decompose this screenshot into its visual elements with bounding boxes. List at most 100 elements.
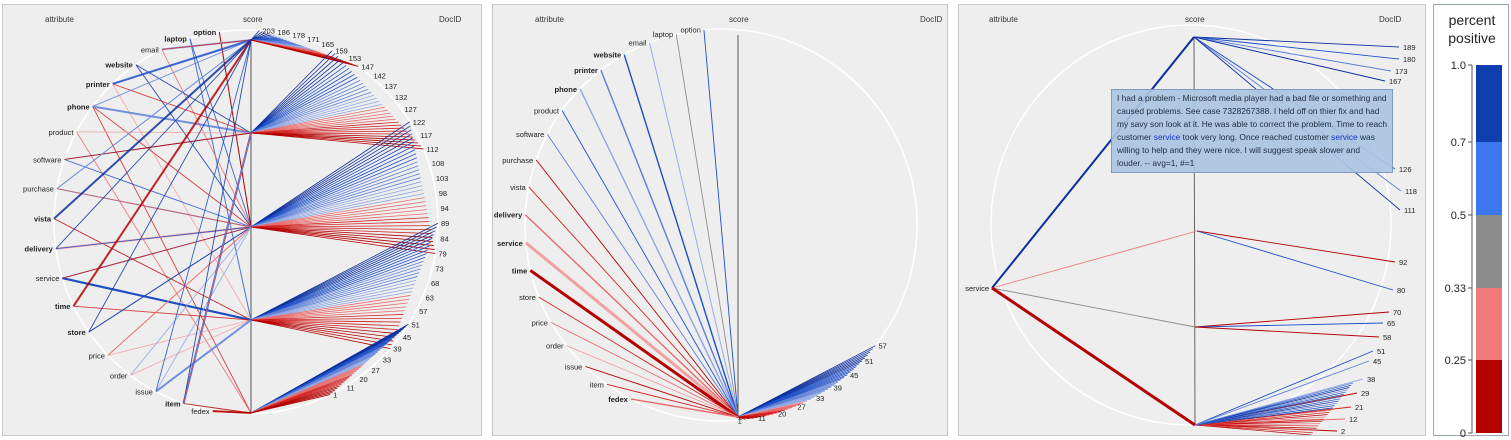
score-doc-link [250, 276, 418, 321]
score-doc-link [250, 264, 423, 321]
docid-header: DocID [920, 15, 943, 24]
attribute-label: store [67, 328, 85, 337]
chart-panel-service[interactable]: attribute score DocID service 189 180 173 16… [958, 4, 1426, 436]
attribute-label: printer [574, 66, 598, 75]
attribute-score-link [991, 36, 1195, 289]
score-doc-link [250, 226, 434, 246]
attribute-score-link [130, 226, 252, 376]
score-doc-link [250, 97, 377, 134]
attribute-score-link [189, 38, 252, 321]
docid-label: 108 [432, 159, 445, 168]
attribute-score-link [155, 226, 252, 392]
chart-panel-zero-score[interactable]: attribute score DocID option laptop email w… [492, 4, 948, 436]
docid-label: 142 [373, 72, 386, 81]
score-doc-link [250, 319, 398, 331]
score-doc-link [1194, 311, 1390, 328]
docid-label: 11 [758, 414, 766, 423]
attribute-score-link [76, 131, 252, 414]
score-doc-link [250, 132, 419, 144]
score-doc-link [250, 306, 407, 321]
attribute-score-link [183, 403, 252, 414]
attribute-score-link [524, 214, 739, 418]
legend-band [1476, 65, 1502, 142]
score-doc-link [250, 314, 404, 321]
attribute-score-link [538, 296, 739, 418]
score-doc-link [1194, 350, 1374, 426]
legend-band [1476, 215, 1502, 288]
legend-color-bar: 1.0 0.7 0.5 0.33 0.25 0 [1445, 60, 1502, 437]
attribute-score-link [623, 54, 739, 418]
score-doc-link [250, 157, 417, 228]
score-doc-link [250, 50, 333, 134]
legend-tick-label: 0.5 [1451, 210, 1466, 222]
score-doc-link [250, 132, 416, 141]
plot-circle [990, 24, 1392, 426]
score-doc-link [250, 161, 418, 228]
docid-label: 45 [403, 333, 411, 342]
attribute-score-link [64, 159, 252, 228]
score-doc-link [250, 153, 417, 228]
score-header: score [729, 15, 749, 24]
tooltip-text-before: I had a problem - Microsoft media player… [1117, 93, 1387, 142]
score-doc-link [1194, 424, 1313, 434]
attribute-label: printer [86, 80, 110, 89]
score-doc-link [1194, 423, 1321, 426]
parallel-arc-plot-1[interactable]: option laptop email website printer phone prod… [3, 5, 482, 436]
attribute-score-link [112, 39, 252, 85]
score-doc-link [250, 127, 405, 134]
score-doc-link [1194, 382, 1354, 426]
attribute-score-link [561, 110, 739, 418]
color-legend: percent positive 1.0 0.7 0.5 0.33 0.25 0 [1433, 4, 1510, 437]
score-doc-link [250, 118, 396, 134]
docid-label: 51 [412, 320, 420, 329]
attribute-header: attribute [45, 15, 74, 24]
docid-label: 117 [420, 131, 432, 140]
score-doc-link [250, 106, 385, 134]
score-doc-link [250, 115, 394, 134]
attribute-label: laptop [164, 34, 187, 43]
legend-title-line-2: positive [1448, 30, 1496, 46]
docid-label: 20 [359, 375, 367, 384]
score-doc-link [250, 319, 399, 327]
attribute-score-link [64, 132, 252, 160]
chart-panel-all-attributes[interactable]: attribute score DocID option laptop email w… [2, 4, 482, 436]
docid-label: 186 [278, 28, 291, 37]
score-doc-link [250, 169, 420, 228]
attribute-label: price [89, 351, 105, 360]
score-doc-link [250, 109, 388, 134]
parallel-arc-plot-2[interactable]: option laptop email website printer phone prod… [493, 5, 948, 436]
attribute-label: phone [67, 102, 90, 111]
attribute-score-link [112, 83, 252, 134]
attribute-score-link [991, 287, 1196, 328]
legend-title: percent positive [1434, 11, 1510, 47]
score-doc-link [250, 82, 363, 134]
plot-circle [524, 28, 918, 422]
docid-label: 122 [413, 118, 426, 127]
score-doc-link [250, 133, 413, 228]
docid-label: 103 [436, 174, 449, 183]
attribute-score-link [703, 29, 739, 418]
score-doc-link [250, 317, 402, 321]
docid-label: 11 [347, 383, 355, 392]
docid-label: 51 [865, 357, 873, 366]
plot-circle [53, 29, 439, 415]
attribute-label: service [497, 239, 523, 248]
docid-label: 39 [393, 345, 401, 354]
score-doc-link [250, 238, 433, 321]
docid-label: 111 [1404, 206, 1415, 215]
docid-label: 45 [1373, 357, 1381, 366]
docid-label: 165 [321, 40, 334, 49]
attribute-score-link [585, 366, 739, 418]
docid-label: 92 [1399, 258, 1407, 267]
docid-label: 98 [439, 189, 447, 198]
score-doc-link [1194, 424, 1319, 427]
attribute-label: store [519, 293, 536, 302]
attribute-score-link [55, 39, 252, 250]
docid-label: 171 [307, 35, 320, 44]
attribute-label: option [193, 28, 216, 37]
attribute-score-link [92, 105, 252, 134]
docid-label: 20 [778, 409, 786, 418]
score-doc-link [250, 132, 424, 150]
attribute-score-link [161, 49, 252, 228]
